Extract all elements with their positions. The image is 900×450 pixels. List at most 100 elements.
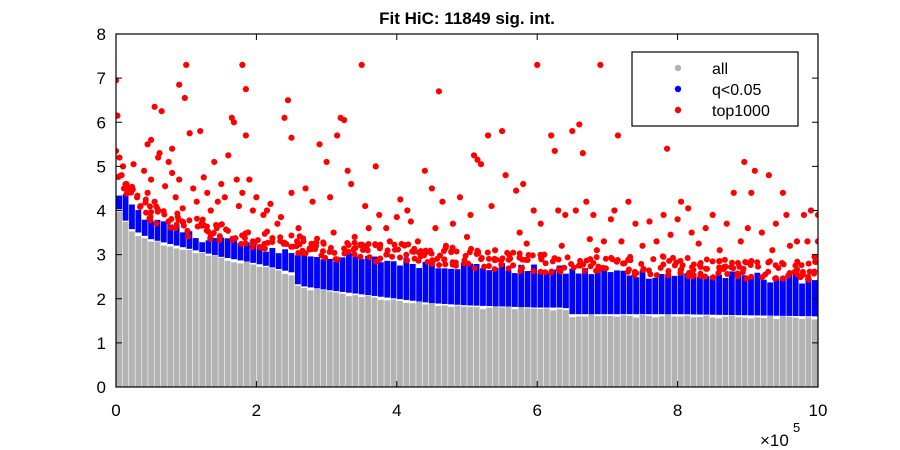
q-column	[690, 274, 697, 315]
top1000-point	[312, 246, 319, 253]
all-column	[722, 316, 729, 387]
all-column	[543, 308, 550, 387]
top1000-point	[288, 134, 295, 141]
top1000-point	[491, 247, 499, 254]
top1000-point	[359, 246, 366, 253]
top1000-point	[786, 242, 794, 249]
top1000-point	[794, 266, 801, 273]
all-column	[129, 231, 135, 387]
top1000-point	[316, 141, 323, 148]
top1000-point	[625, 198, 632, 205]
top1000-point	[723, 220, 730, 227]
top1000-point	[568, 260, 575, 267]
top1000-point	[116, 112, 121, 119]
all-column	[773, 319, 780, 387]
top1000-point	[165, 158, 172, 166]
all-column	[709, 317, 716, 387]
top1000-point	[120, 185, 127, 192]
top1000-point	[684, 254, 691, 261]
q-column	[409, 263, 416, 301]
all-column	[122, 221, 129, 387]
top1000-point	[798, 262, 805, 269]
q-column	[256, 244, 263, 265]
top1000-point	[665, 271, 672, 278]
top1000-point	[534, 61, 541, 68]
top1000-point	[620, 260, 627, 267]
top1000-point	[284, 97, 292, 104]
all-column	[748, 318, 754, 387]
plot-area	[116, 61, 818, 387]
top1000-point	[395, 246, 402, 253]
top1000-point	[309, 198, 316, 205]
all-column	[154, 241, 161, 387]
top1000-point	[766, 258, 773, 265]
all-column	[658, 316, 665, 387]
top1000-point	[542, 260, 549, 267]
top1000-point	[579, 150, 586, 157]
q-column	[263, 251, 269, 266]
q-column	[231, 239, 237, 260]
top1000-point	[288, 189, 295, 196]
top1000-point	[169, 169, 176, 177]
top1000-point	[702, 273, 709, 280]
top1000-point	[632, 220, 639, 227]
top1000-point	[320, 240, 327, 247]
all-column	[735, 317, 742, 387]
all-column	[358, 296, 365, 387]
q-column	[448, 268, 454, 305]
top1000-point	[126, 185, 134, 192]
top1000-point	[478, 255, 485, 262]
all-column	[269, 268, 276, 387]
x-tick-label: 0	[111, 401, 120, 420]
top1000-point	[332, 256, 339, 263]
all-column	[186, 250, 193, 387]
y-tick-label: 1	[97, 334, 106, 353]
x-tick-label: 4	[392, 401, 401, 420]
q-column	[569, 268, 576, 315]
top1000-point	[261, 240, 268, 247]
top1000-point	[222, 226, 229, 233]
top1000-point	[491, 255, 498, 262]
all-column	[811, 319, 818, 387]
all-column	[212, 256, 218, 387]
q-column	[326, 258, 333, 291]
all-column	[728, 315, 735, 387]
top1000-point	[179, 218, 186, 225]
top1000-point	[119, 163, 127, 170]
all-column	[467, 306, 474, 387]
q-column	[422, 261, 429, 303]
top1000-point	[471, 265, 478, 272]
top1000-point	[754, 259, 761, 266]
top1000-point	[428, 185, 435, 192]
top1000-point	[555, 256, 562, 263]
top1000-point	[277, 234, 284, 241]
q-column	[709, 276, 716, 315]
top1000-point	[216, 233, 223, 240]
top1000-point	[172, 194, 179, 201]
q-column	[135, 210, 142, 233]
all-column	[256, 266, 263, 387]
top1000-point	[799, 271, 806, 278]
top1000-point	[404, 257, 411, 264]
q-column	[563, 273, 569, 309]
top1000-point	[436, 261, 443, 268]
all-column	[390, 299, 397, 387]
top1000-point	[205, 228, 212, 235]
top1000-point	[327, 194, 334, 201]
top1000-point	[697, 260, 704, 267]
top1000-point	[611, 207, 618, 214]
q-column	[697, 276, 703, 315]
top1000-point	[709, 258, 716, 265]
all-column	[460, 306, 467, 387]
top1000-point	[814, 238, 818, 245]
q-column	[129, 204, 135, 230]
top1000-point	[442, 242, 450, 249]
all-column	[480, 309, 486, 387]
all-column	[435, 306, 442, 387]
top1000-point	[772, 275, 779, 282]
legend-label-top: top1000	[712, 103, 770, 120]
q-column	[416, 268, 423, 302]
top1000-point	[147, 217, 154, 224]
q-column	[665, 274, 671, 315]
top1000-point	[558, 242, 565, 249]
